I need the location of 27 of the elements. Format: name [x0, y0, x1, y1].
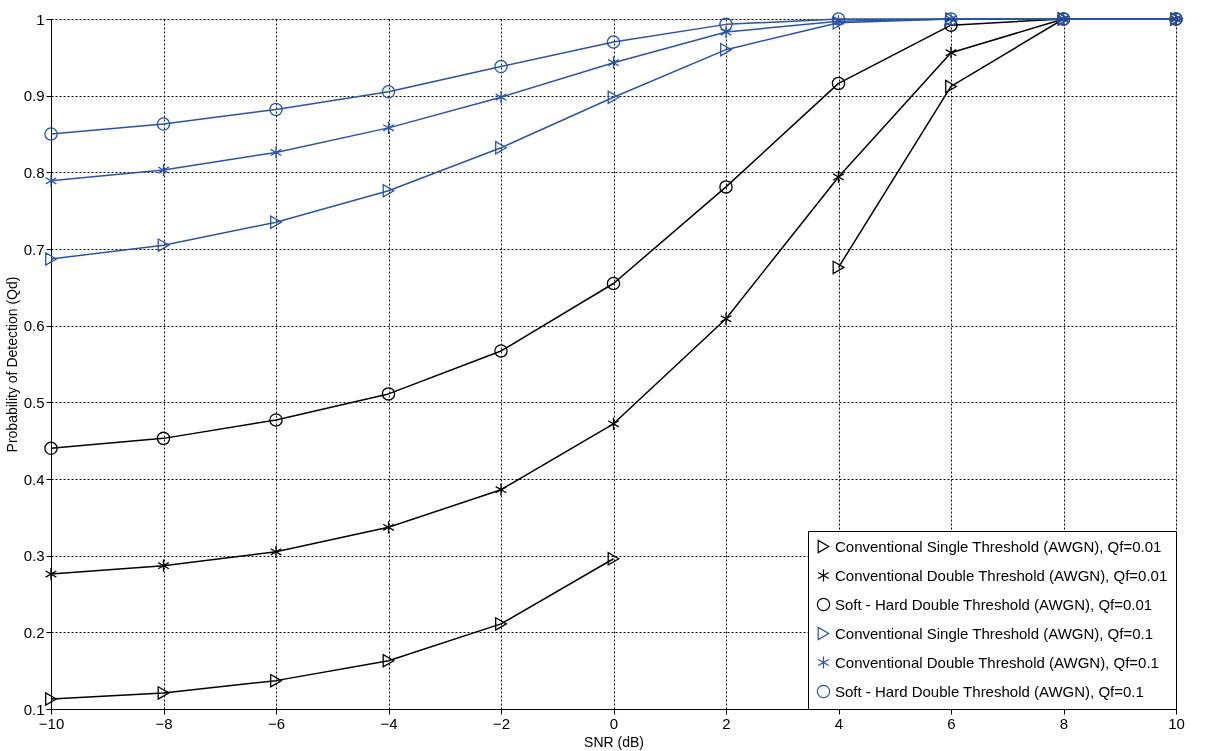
x-axis-title: SNR (dB)	[584, 733, 644, 750]
legend-label: Conventional Single Threshold (AWGN), Qf=0.1	[835, 624, 1154, 642]
x-tick-label: −4	[380, 714, 398, 732]
legend-label: Soft - Hard Double Threshold (AWGN), Qf=0.01	[835, 595, 1153, 613]
legend-label: Soft - Hard Double Threshold (AWGN), Qf=0.1	[835, 682, 1144, 700]
x-tick-label: 0	[609, 714, 619, 732]
y-tick-label: 0.9	[23, 87, 45, 105]
x-tick-label: −2	[492, 714, 511, 732]
x-tick-label: −6	[267, 714, 286, 732]
y-tick-label: 0.7	[23, 240, 45, 258]
y-tick-label: 0.8	[23, 163, 45, 181]
legend-label: Conventional Single Threshold (AWGN), Qf=0.01	[835, 537, 1162, 555]
y-tick-label: 0.2	[23, 623, 45, 641]
x-tick-label: 8	[1059, 714, 1069, 732]
y-axis-title: Probability of Detection (Qd)	[3, 276, 20, 453]
x-tick-label: −8	[155, 714, 173, 732]
y-tick-label: 1	[36, 10, 45, 28]
y-tick-label: 0.3	[23, 547, 45, 565]
legend-label: Conventional Double Threshold (AWGN), Qf=0.1	[835, 653, 1159, 671]
x-tick-label: 4	[834, 714, 844, 732]
x-tick-label: 10	[1168, 714, 1185, 732]
x-tick-label: 6	[947, 714, 956, 732]
legend-label: Conventional Double Threshold (AWGN), Qf=0.01	[835, 566, 1168, 584]
x-tick-label: 2	[722, 714, 731, 732]
y-tick-label: 0.5	[23, 393, 45, 411]
y-tick-label: 0.6	[23, 317, 45, 335]
y-tick-label: 0.4	[23, 470, 45, 488]
